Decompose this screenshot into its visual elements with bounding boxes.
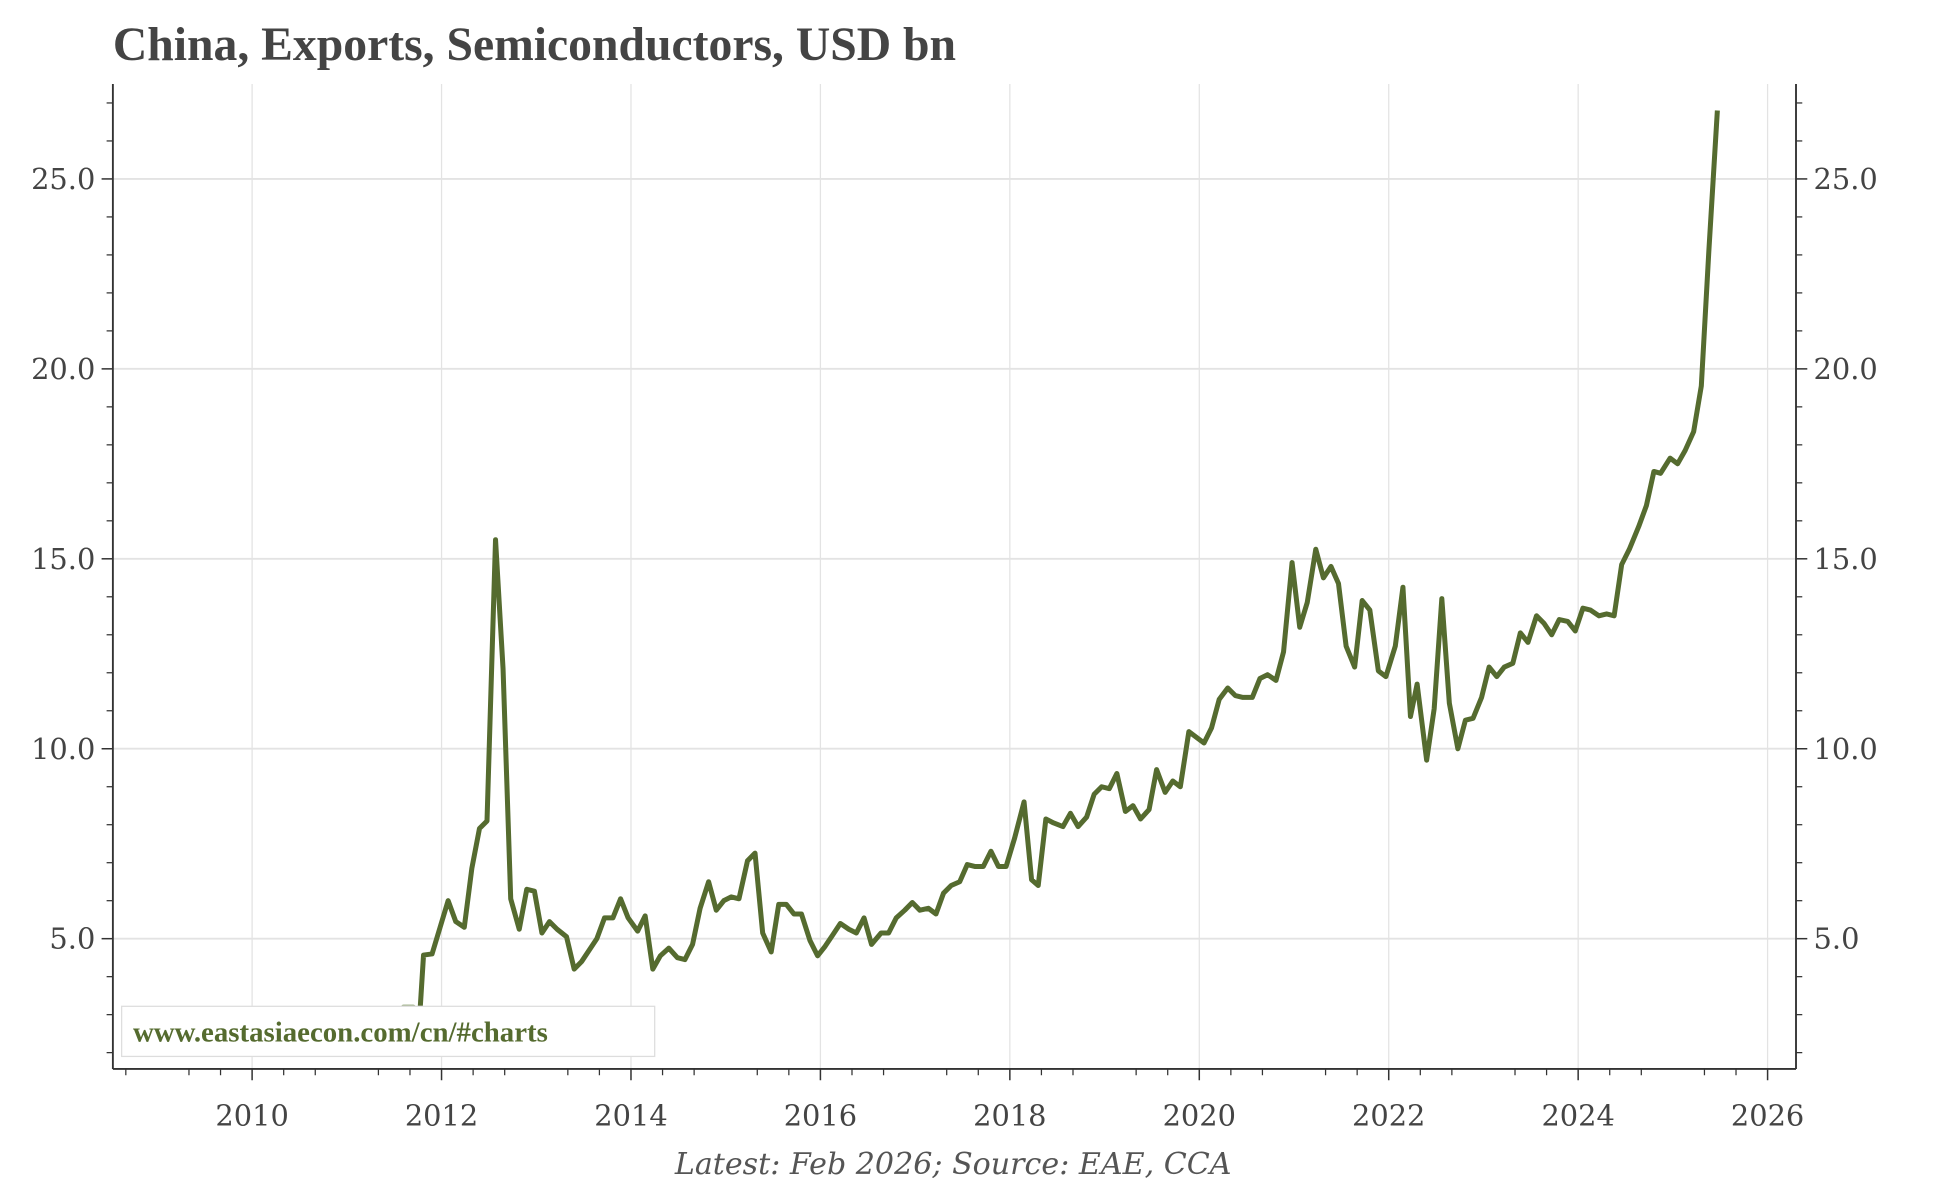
y-tick-label-left: 25.0 [31,162,95,196]
x-tick-label: 2024 [1541,1098,1614,1132]
y-tick-label-right: 20.0 [1814,352,1878,386]
y-tick-label-left: 5.0 [49,922,95,956]
x-tick-label: 2012 [405,1098,478,1132]
gridlines [112,83,1797,1069]
y-tick-label-left: 10.0 [31,732,95,766]
x-tick-label: 2022 [1352,1098,1425,1132]
series-line-semiconductor-exports [417,110,1720,1015]
x-tick-label: 2016 [784,1098,857,1132]
y-tick-label-right: 10.0 [1814,732,1878,766]
chart-title: China, Exports, Semiconductors, USD bn [113,19,956,71]
x-tick-label: 2020 [1163,1098,1236,1132]
y-tick-label-right: 15.0 [1814,542,1878,576]
watermark-box [121,1005,656,1058]
x-tick-label: 2014 [594,1098,667,1132]
y-tick-label-right: 5.0 [1814,922,1860,956]
axes: 2010 2012 2014 2016 2018 2020 2022 2024 2026 5.0 5… [31,83,1878,1132]
x-tick-label: 2026 [1731,1098,1804,1132]
x-tick-label: 2010 [215,1098,288,1132]
x-tick-label: 2018 [973,1098,1046,1132]
y-tick-label-right: 25.0 [1814,162,1878,196]
footnote: Latest: Feb 2026; Source: EAE, CCA [674,1147,1232,1178]
watermark-link[interactable]: www.eastasiaecon.com/cn/#charts [133,1016,548,1048]
y-tick-label-left: 15.0 [31,542,95,576]
watermark[interactable]: www.eastasiaecon.com/cn/#charts [121,1005,656,1058]
series-lines [190,110,1720,1044]
y-tick-label-left: 20.0 [31,352,95,386]
